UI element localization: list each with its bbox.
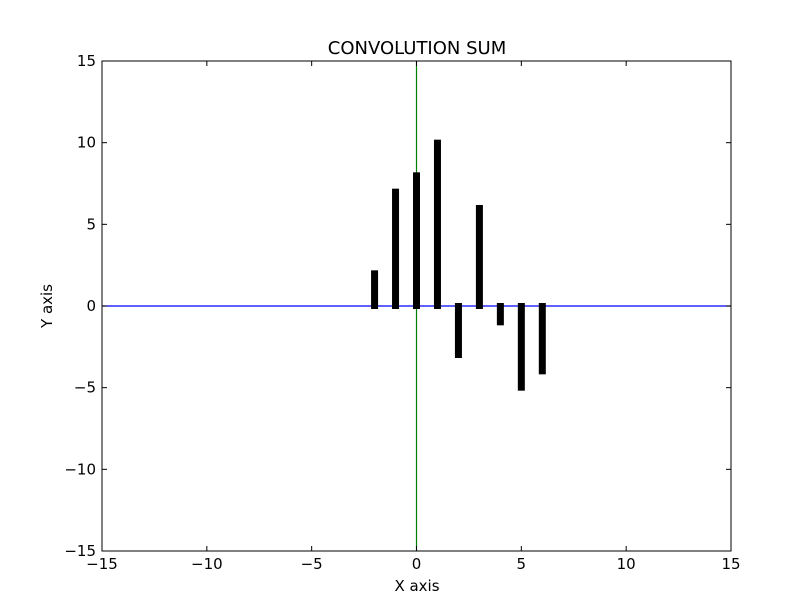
- x-tick-label-4: 5: [517, 555, 527, 573]
- x-tick-label-5: 10: [617, 555, 636, 573]
- bar-6: [496, 303, 504, 326]
- bar-5: [475, 205, 483, 309]
- y-tick-label-2: −5: [74, 379, 96, 397]
- y-tick-label-1: −10: [64, 460, 96, 478]
- bar-4: [454, 303, 462, 358]
- bar-0: [371, 270, 379, 309]
- y-tick-label-6: 15: [77, 52, 96, 70]
- chart-title: CONVOLUTION SUM: [328, 38, 506, 59]
- y-tick-label-3: 0: [86, 297, 96, 315]
- x-tick-label-2: −5: [301, 555, 323, 573]
- x-tick-label-1: −10: [191, 555, 223, 573]
- plot-area: −15 −10 −5 0 5 10 15 −15 −10 −5 0 5 10 15: [64, 52, 740, 573]
- x-tick-label-6: 15: [721, 555, 740, 573]
- bar-2: [413, 172, 420, 309]
- y-tick-label-5: 10: [77, 134, 96, 152]
- bar-1: [392, 188, 400, 309]
- y-tick-label-0: −15: [64, 542, 96, 560]
- bar-3: [433, 139, 441, 309]
- x-tick-label-0: −15: [86, 555, 118, 573]
- y-axis-label: Y axis: [38, 284, 56, 329]
- y-tick-label-4: 5: [86, 215, 96, 233]
- bar-7: [517, 303, 525, 391]
- x-axis-label: X axis: [394, 577, 439, 595]
- x-tick-label-3: 0: [412, 555, 422, 573]
- bar-8: [538, 303, 546, 375]
